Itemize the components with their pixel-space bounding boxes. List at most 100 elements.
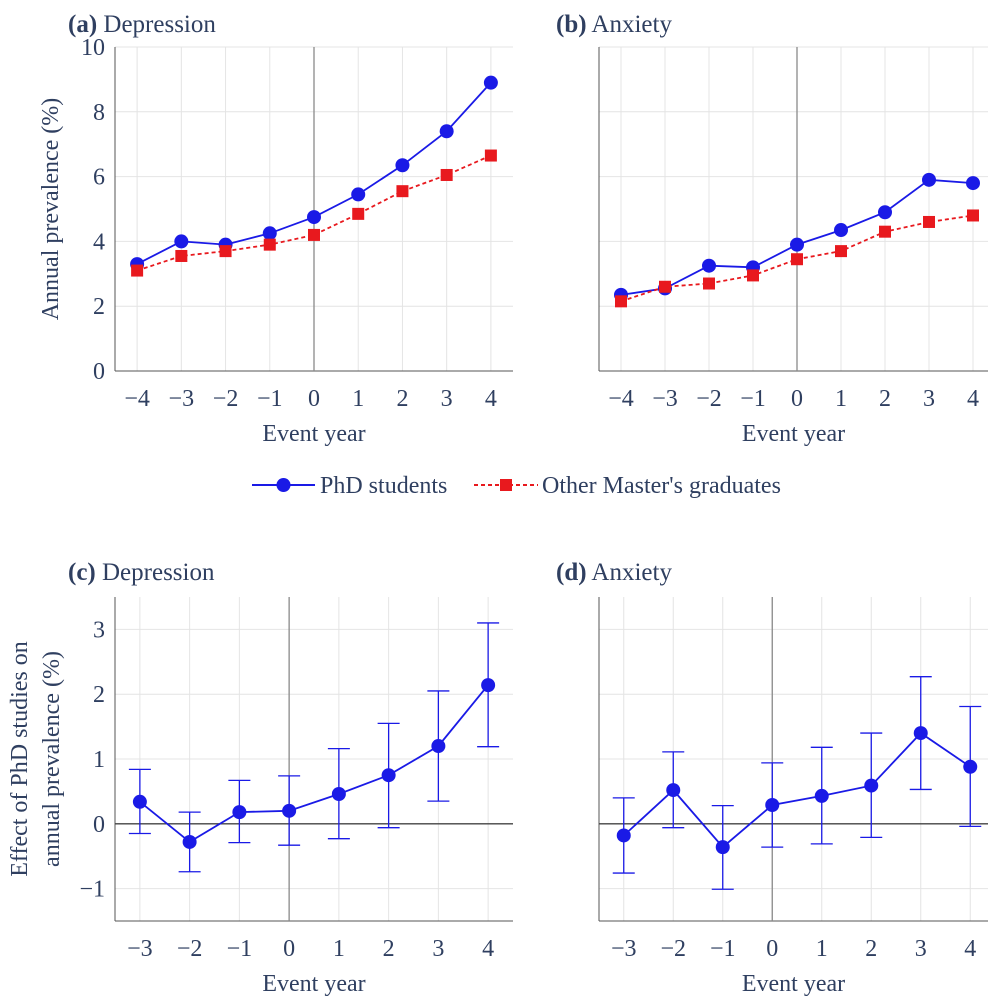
series-line-phd	[623, 731, 971, 849]
y-tick-label: −1	[79, 877, 105, 903]
point-phd	[666, 783, 681, 798]
panel-title: (d) Anxiety	[556, 559, 672, 586]
series-line-phd	[139, 684, 489, 843]
point-phd	[395, 158, 410, 173]
point-master	[967, 209, 979, 222]
panel-title-text: Anxiety	[587, 559, 673, 586]
point-master	[308, 228, 320, 241]
x-tick-label: 4	[482, 936, 494, 962]
y-tick-label: 1	[93, 747, 105, 773]
panel-b: −4 −3 −2 −1 0 1 2 3 4 Event year (b) Anxiety	[556, 11, 988, 447]
point-phd	[616, 828, 631, 843]
point-phd	[922, 172, 936, 187]
point-master	[747, 269, 759, 282]
point-phd	[878, 205, 892, 220]
panel-title: (a) Depression	[68, 11, 216, 38]
point-master	[484, 149, 497, 162]
x-tick-label: 1	[835, 386, 847, 412]
panel-title: (b) Anxiety	[556, 11, 672, 38]
x-tick-label: −3	[127, 936, 153, 962]
x-tick-label: 1	[333, 936, 345, 962]
point-phd	[431, 739, 446, 754]
x-tick-label: −1	[257, 386, 283, 412]
point-master	[219, 245, 232, 258]
panel-title-text: Depression	[96, 559, 215, 586]
panel-a: −4 −3 −2 −1 0 1 2 3 4 0 2 4 6 8 10 Event year Annual pre…	[38, 11, 513, 447]
x-axis-label: Event year	[262, 971, 365, 997]
y-tick-label: 3	[93, 617, 105, 643]
x-tick-label: −4	[608, 386, 634, 412]
point-master	[175, 249, 188, 262]
x-tick-label: 4	[485, 386, 497, 412]
legend-label-phd: PhD students	[320, 473, 447, 499]
x-tick-label: −3	[652, 386, 678, 412]
point-master	[352, 207, 365, 220]
y-tick-label: 2	[93, 294, 105, 320]
point-master	[615, 295, 627, 308]
point-master	[835, 245, 847, 258]
x-tick-label: 3	[432, 936, 444, 962]
series-line-master	[136, 154, 492, 272]
point-master	[396, 185, 409, 198]
point-phd	[963, 759, 978, 774]
point-phd	[913, 726, 928, 741]
legend-marker-master	[500, 479, 512, 491]
panel-letter: (b)	[556, 11, 587, 38]
x-tick-label: 2	[396, 386, 408, 412]
point-phd	[331, 786, 346, 801]
x-tick-label: −1	[740, 386, 766, 412]
point-master	[879, 225, 891, 238]
x-tick-label: −2	[660, 936, 686, 962]
x-tick-label: 2	[865, 936, 877, 962]
point-master	[263, 238, 276, 251]
legend-label-master: Other Master's graduates	[542, 473, 781, 499]
point-master	[703, 277, 715, 290]
x-tick-label: 3	[923, 386, 935, 412]
point-phd	[790, 237, 804, 252]
x-tick-label: −4	[124, 386, 150, 412]
x-axis-label: Event year	[742, 971, 845, 997]
y-tick-label: 10	[81, 35, 105, 61]
point-phd	[715, 840, 730, 855]
y-axis-label-line: annual prevalence (%)	[39, 651, 65, 867]
point-master	[791, 253, 803, 266]
x-tick-label: 2	[383, 936, 395, 962]
point-phd	[182, 834, 197, 849]
x-tick-label: 0	[791, 386, 803, 412]
legend-marker-phd	[276, 478, 291, 492]
x-tick-label: 3	[441, 386, 453, 412]
x-tick-label: −1	[710, 936, 736, 962]
point-phd	[864, 778, 879, 793]
panel-letter: (c)	[68, 559, 96, 586]
x-tick-label: 4	[967, 386, 979, 412]
x-tick-label: 3	[915, 936, 927, 962]
panel-c: −3 −2 −1 0 1 2 3 4 −1 0 1 2 3 Event year Effect of PhD…	[7, 559, 513, 997]
point-phd	[702, 258, 716, 273]
x-tick-label: −3	[169, 386, 195, 412]
point-master	[923, 215, 935, 228]
panel-letter: (a)	[68, 11, 97, 38]
x-tick-label: 0	[766, 936, 778, 962]
x-axis-label: Event year	[262, 421, 365, 447]
y-tick-label: 8	[93, 100, 105, 126]
x-tick-label: 4	[964, 936, 976, 962]
panel-title-text: Depression	[97, 11, 216, 38]
point-phd	[814, 788, 829, 803]
legend: PhD students Other Master's graduates	[252, 473, 781, 499]
point-phd	[439, 124, 454, 139]
x-tick-label: −1	[227, 936, 253, 962]
y-tick-label: 4	[93, 229, 105, 255]
point-phd	[351, 187, 366, 202]
point-phd	[282, 803, 297, 818]
point-phd	[834, 223, 848, 238]
point-phd	[262, 226, 277, 241]
x-tick-label: −2	[177, 936, 203, 962]
y-tick-label: 0	[93, 812, 105, 838]
point-phd	[132, 794, 147, 809]
panel-letter: (d)	[556, 559, 587, 586]
panel-title-text: Anxiety	[587, 11, 673, 38]
x-tick-label: 2	[879, 386, 891, 412]
x-tick-label: 1	[352, 386, 364, 412]
y-tick-label: 0	[93, 359, 105, 385]
